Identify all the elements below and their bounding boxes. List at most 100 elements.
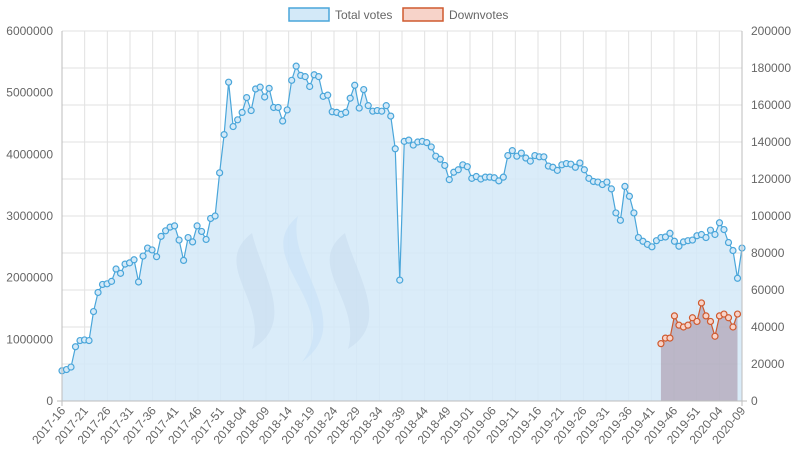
right-axis-tick-label: 80000 — [751, 246, 785, 260]
total-votes-point — [675, 242, 683, 250]
total-votes-point — [553, 166, 561, 174]
total-votes-point — [603, 178, 611, 186]
total-votes-point — [715, 219, 724, 227]
total-votes-point — [234, 116, 242, 124]
total-votes-point — [576, 159, 584, 167]
legend-label-total-votes: Total votes — [335, 8, 392, 22]
total-votes-point — [711, 230, 719, 239]
total-votes-point — [148, 246, 156, 254]
total-votes-point — [152, 253, 161, 261]
total-votes-point — [504, 151, 512, 160]
downvotes-point — [666, 334, 674, 342]
total-votes-point — [612, 209, 620, 217]
downvotes-point — [711, 332, 719, 340]
left-axis-tick-label: 3000000 — [6, 209, 53, 223]
left-axis-tick-label: 6000000 — [6, 24, 53, 38]
total-votes-point — [229, 122, 237, 131]
total-votes-point — [306, 82, 314, 91]
legend-swatch-downvotes — [402, 7, 444, 22]
total-votes-point — [666, 229, 674, 237]
total-votes-point — [702, 233, 710, 242]
total-votes-point — [301, 73, 309, 81]
total-votes-point — [508, 147, 516, 155]
left-axis-tick-label: 5000000 — [6, 86, 53, 100]
total-votes-area — [62, 66, 742, 402]
total-votes-point — [661, 233, 670, 241]
total-votes-point — [134, 278, 143, 286]
total-votes-point — [621, 182, 629, 190]
total-votes-point — [324, 91, 332, 99]
total-votes-point — [720, 225, 728, 234]
total-votes-point — [630, 209, 638, 217]
total-votes-point — [85, 336, 93, 345]
right-axis-tick-label: 140000 — [751, 135, 791, 149]
total-votes-point — [261, 93, 269, 101]
total-votes-point — [170, 222, 179, 230]
total-votes-point — [189, 238, 197, 246]
left-axis-tick-label: 1000000 — [6, 332, 53, 346]
right-axis-tick-label: 120000 — [751, 172, 791, 186]
total-votes-point — [351, 81, 359, 89]
total-votes-point — [315, 73, 323, 81]
total-votes-point — [670, 237, 679, 245]
total-votes-point — [616, 216, 625, 224]
total-votes-point — [396, 276, 404, 284]
total-votes-point — [184, 233, 192, 242]
downvotes-point — [657, 340, 665, 348]
total-votes-point — [202, 235, 210, 244]
right-axis-tick-label: 160000 — [751, 98, 791, 112]
right-axis-tick-label: 40000 — [751, 320, 785, 334]
total-votes-point — [247, 106, 255, 115]
total-votes-point — [274, 103, 282, 112]
total-votes-point — [733, 274, 742, 282]
total-votes-point — [405, 136, 413, 144]
total-votes-point — [387, 112, 395, 120]
total-votes-point — [634, 233, 643, 242]
total-votes-point — [441, 161, 449, 170]
left-axis-tick-label: 0 — [46, 394, 53, 408]
total-votes-point — [364, 102, 372, 110]
total-votes-point — [193, 222, 201, 230]
downvotes-point — [706, 317, 715, 326]
total-votes-point — [89, 307, 98, 316]
total-votes-point — [243, 93, 251, 102]
total-votes-point — [436, 155, 444, 163]
total-votes-point — [179, 256, 188, 264]
total-votes-point — [382, 102, 390, 110]
total-votes-point — [116, 269, 125, 277]
total-votes-point — [688, 236, 697, 244]
total-votes-point — [342, 108, 350, 117]
total-votes-point — [71, 343, 80, 351]
total-votes-point — [211, 212, 219, 220]
total-votes-point — [463, 163, 471, 171]
total-votes-point — [346, 94, 354, 102]
right-axis-tick-label: 20000 — [751, 357, 785, 371]
right-axis-tick-label: 60000 — [751, 283, 785, 297]
total-votes-point — [112, 265, 120, 273]
total-votes-point — [175, 236, 183, 244]
total-votes-point — [454, 166, 462, 174]
downvotes-point — [684, 321, 692, 329]
total-votes-point — [198, 227, 206, 236]
downvotes-point — [697, 299, 706, 307]
total-votes-point — [607, 185, 616, 193]
total-votes-point — [94, 288, 102, 297]
series-layer — [58, 62, 746, 402]
total-votes-point — [360, 85, 368, 94]
left-axis-tick-label: 2000000 — [6, 271, 53, 285]
downvotes-point — [720, 310, 728, 318]
total-votes-point — [423, 139, 431, 147]
total-votes-point — [292, 62, 300, 70]
downvotes-point — [693, 317, 701, 326]
total-votes-point — [256, 83, 264, 91]
total-votes-point — [391, 145, 399, 153]
downvotes-point — [688, 314, 697, 322]
total-votes-point — [107, 277, 116, 285]
total-votes-point — [729, 246, 737, 255]
total-votes-point — [648, 243, 656, 251]
total-votes-point — [279, 117, 287, 125]
total-votes-point — [540, 153, 548, 161]
downvotes-point — [733, 310, 742, 318]
